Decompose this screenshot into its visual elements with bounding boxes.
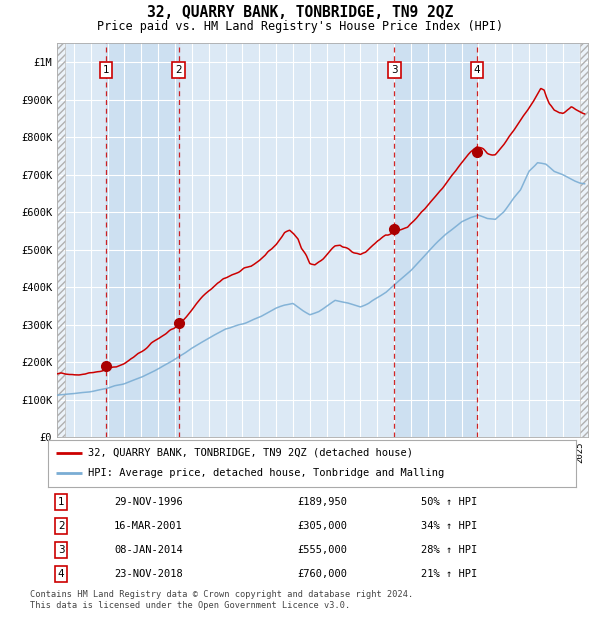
Text: 3: 3	[58, 545, 65, 555]
Text: £189,950: £189,950	[298, 497, 347, 507]
Text: 08-JAN-2014: 08-JAN-2014	[114, 545, 182, 555]
Text: Contains HM Land Registry data © Crown copyright and database right 2024.
This d: Contains HM Land Registry data © Crown c…	[30, 590, 413, 609]
Text: 32, QUARRY BANK, TONBRIDGE, TN9 2QZ (detached house): 32, QUARRY BANK, TONBRIDGE, TN9 2QZ (det…	[88, 448, 413, 458]
Text: 32, QUARRY BANK, TONBRIDGE, TN9 2QZ: 32, QUARRY BANK, TONBRIDGE, TN9 2QZ	[147, 5, 453, 20]
Text: Price paid vs. HM Land Registry's House Price Index (HPI): Price paid vs. HM Land Registry's House …	[97, 20, 503, 33]
Text: 29-NOV-1996: 29-NOV-1996	[114, 497, 182, 507]
Bar	[394, 43, 477, 437]
Text: 50% ↑ HPI: 50% ↑ HPI	[421, 497, 478, 507]
Text: £305,000: £305,000	[298, 521, 347, 531]
Text: 2: 2	[58, 521, 65, 531]
Text: HPI: Average price, detached house, Tonbridge and Malling: HPI: Average price, detached house, Tonb…	[88, 467, 444, 478]
Text: 16-MAR-2001: 16-MAR-2001	[114, 521, 182, 531]
Bar	[106, 43, 179, 437]
Text: 28% ↑ HPI: 28% ↑ HPI	[421, 545, 478, 555]
Text: 2: 2	[175, 64, 182, 74]
Text: 21% ↑ HPI: 21% ↑ HPI	[421, 569, 478, 579]
Text: 1: 1	[58, 497, 65, 507]
Text: 1: 1	[103, 64, 109, 74]
Text: 34% ↑ HPI: 34% ↑ HPI	[421, 521, 478, 531]
Text: 4: 4	[473, 64, 480, 74]
Text: £555,000: £555,000	[298, 545, 347, 555]
Text: £760,000: £760,000	[298, 569, 347, 579]
Text: 4: 4	[58, 569, 65, 579]
Text: 23-NOV-2018: 23-NOV-2018	[114, 569, 182, 579]
Text: 3: 3	[391, 64, 398, 74]
